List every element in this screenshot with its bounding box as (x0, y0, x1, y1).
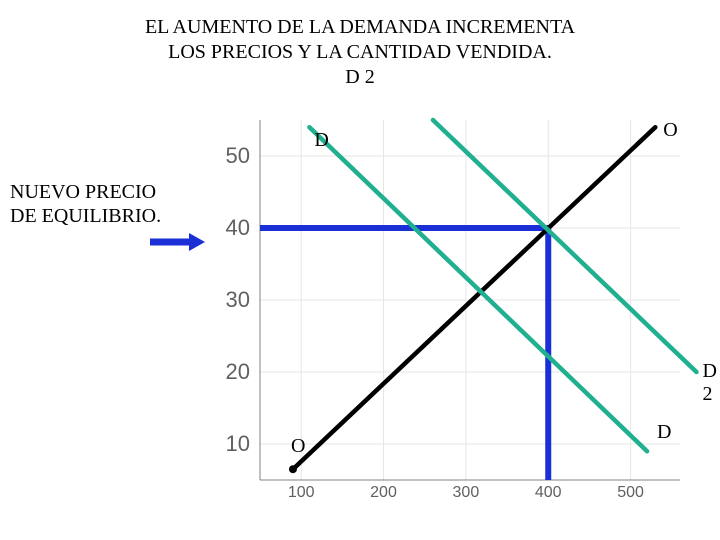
y-tick-label: 50 (210, 143, 250, 169)
y-tick-label: 30 (210, 287, 250, 313)
x-tick-label: 300 (441, 484, 491, 502)
x-tick-label: 500 (606, 484, 656, 502)
y-tick-label: 10 (210, 431, 250, 457)
supply-demand-chart (0, 0, 720, 540)
supply-label-top: O (663, 119, 677, 142)
x-tick-label: 400 (523, 484, 573, 502)
x-tick-label: 100 (276, 484, 326, 502)
demand2-label: D 2 (702, 360, 720, 406)
supply-label-bottom: O (291, 435, 305, 458)
y-tick-label: 40 (210, 215, 250, 241)
demand-label-bottom: D (657, 421, 671, 444)
y-tick-label: 20 (210, 359, 250, 385)
x-tick-label: 200 (359, 484, 409, 502)
demand-label-top: D (314, 129, 328, 152)
